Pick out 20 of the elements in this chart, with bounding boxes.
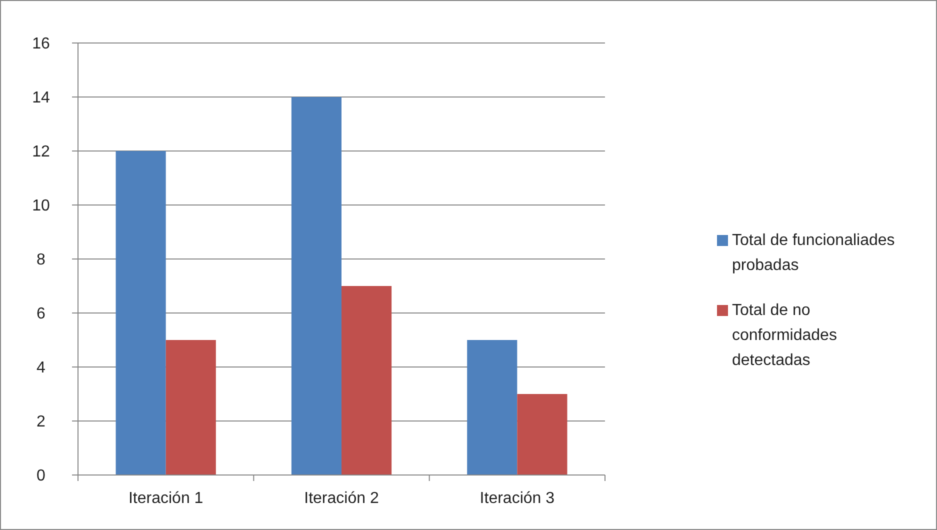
- bar: [467, 340, 518, 475]
- y-tick-label: 16: [32, 36, 50, 53]
- y-tick-label: 10: [32, 198, 50, 215]
- y-tick-label: 14: [32, 90, 50, 107]
- bar: [342, 286, 392, 475]
- x-tick-label: Iteración 3: [480, 490, 555, 507]
- y-tick-label: 6: [36, 306, 46, 323]
- legend-label: Total de no conformidades detectadas: [732, 302, 837, 369]
- x-tick-label: Iteración 2: [304, 490, 379, 507]
- y-tick-label: 0: [36, 468, 46, 485]
- y-tick-label: 8: [36, 252, 46, 269]
- legend-label: Total de funcionaliades probadas: [732, 232, 895, 274]
- bar: [116, 151, 166, 475]
- bar: [291, 97, 342, 475]
- bar: [517, 394, 568, 475]
- y-tick-label: 4: [36, 360, 46, 377]
- y-tick-label: 2: [36, 414, 46, 431]
- x-tick-label: Iteración 1: [128, 490, 204, 507]
- y-tick-label: 12: [32, 144, 50, 161]
- bar: [166, 340, 216, 475]
